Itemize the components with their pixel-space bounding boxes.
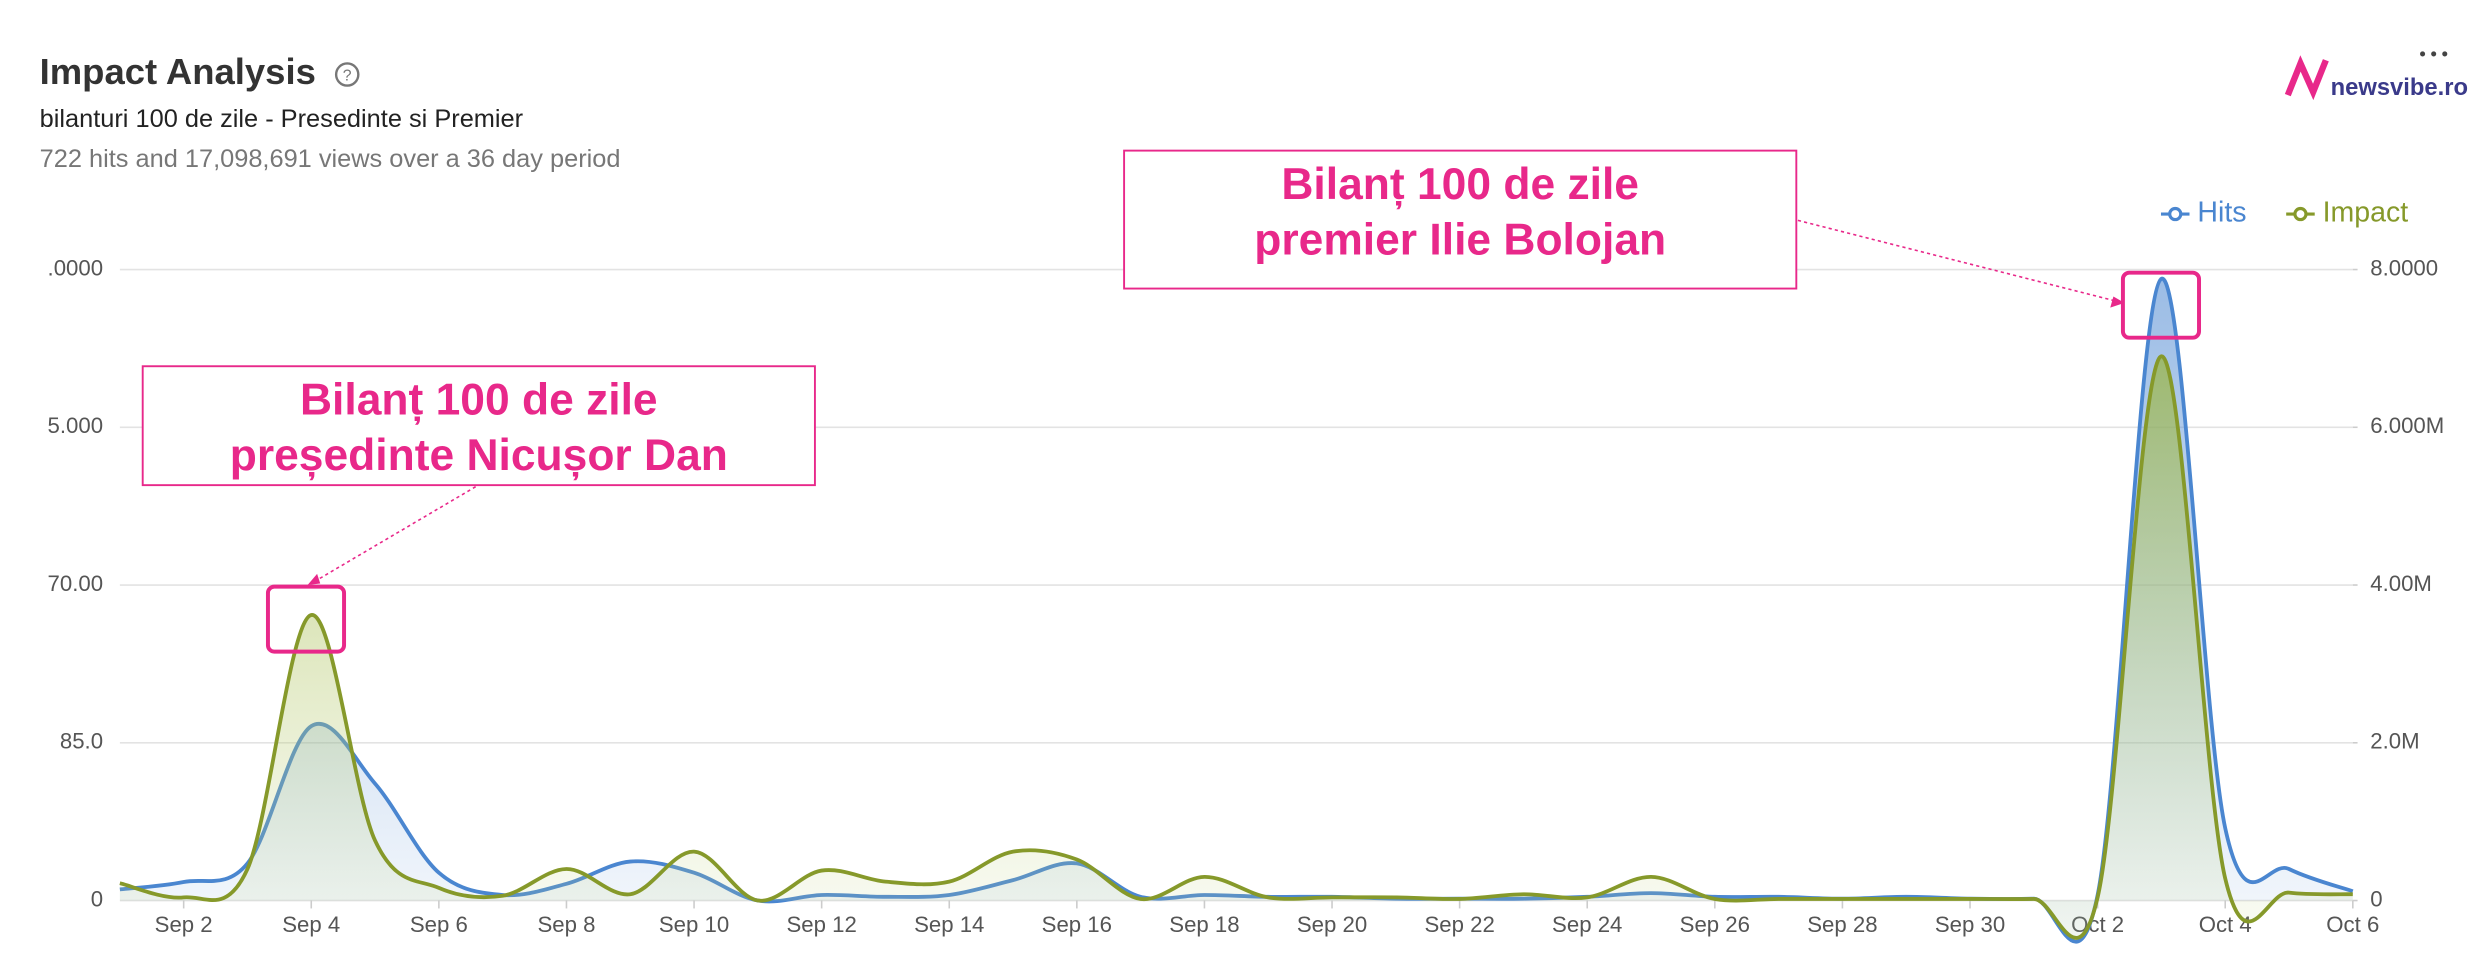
y-tick-label: 5.000: [48, 413, 104, 438]
x-tick-label: Sep 20: [1297, 912, 1367, 937]
y-tick-label: .0000: [48, 255, 104, 280]
x-tick-label: Sep 24: [1552, 912, 1622, 937]
x-tick-label: Oct 6: [2326, 912, 2379, 937]
annotation-line: premier Ilie Bolojan: [1254, 215, 1666, 264]
annotation: Bilanț 100 de zile președinte Nicușor Da…: [141, 365, 816, 654]
y-tick-label: 70.00: [48, 571, 104, 596]
title: Impact Analysis: [40, 51, 316, 92]
x-tick-label: Sep 16: [1042, 912, 1112, 937]
x-tick-label: Sep 28: [1807, 912, 1877, 937]
y2-tick-label: 4.00M: [2370, 571, 2432, 596]
y2-tick-label: 0: [2370, 886, 2382, 911]
y2-tick-label: 8.0000: [2370, 255, 2438, 280]
x-tick-label: Sep 22: [1424, 912, 1494, 937]
y2-tick-label: 2.0M: [2370, 729, 2419, 754]
x-tick-label: Sep 6: [410, 912, 468, 937]
legend-marker: [2168, 206, 2183, 222]
logo-mark: [2284, 55, 2329, 101]
x-tick-label: Sep 26: [1680, 912, 1750, 937]
stats: 722 hits and 17,098,691 views over a 36 …: [40, 145, 621, 173]
logo: newsvibe.ro: [2331, 74, 2468, 101]
x-tick-label: Sep 30: [1935, 912, 2005, 937]
legend-label: Hits: [2197, 197, 2246, 229]
area: [119, 356, 2353, 938]
line: [119, 354, 2353, 940]
x-tick-label: Sep 8: [537, 912, 595, 937]
help-icon[interactable]: [334, 62, 360, 87]
annotation-line: Bilanț 100 de zile: [1281, 160, 1639, 209]
y-tick-label: 0: [91, 886, 103, 911]
x-tick-label: Sep 10: [659, 912, 729, 937]
annotation-line: Bilanț 100 de zile: [300, 375, 658, 424]
legend-marker: [2293, 206, 2308, 222]
annotation-line: președinte Nicușor Dan: [230, 431, 728, 480]
help-mark: ?: [343, 67, 352, 84]
x-tick-label: Sep 14: [914, 912, 984, 937]
x-tick-label: Sep 18: [1169, 912, 1239, 937]
x-tick-label: Sep 12: [786, 912, 856, 937]
x-tick-label: Sep 2: [155, 912, 213, 937]
y-tick-label: 85.0: [60, 729, 103, 754]
annotation: Bilanț 100 de zile premier Ilie Bolojan: [1123, 149, 2202, 340]
subtitle: bilanturi 100 de zile - Presedinte si Pr…: [40, 105, 524, 133]
y2-tick-label: 6.000M: [2370, 413, 2444, 438]
legend-label: Impact: [2323, 197, 2409, 229]
menu[interactable]: [2420, 51, 2448, 57]
x-tick-label: Sep 4: [282, 912, 340, 937]
